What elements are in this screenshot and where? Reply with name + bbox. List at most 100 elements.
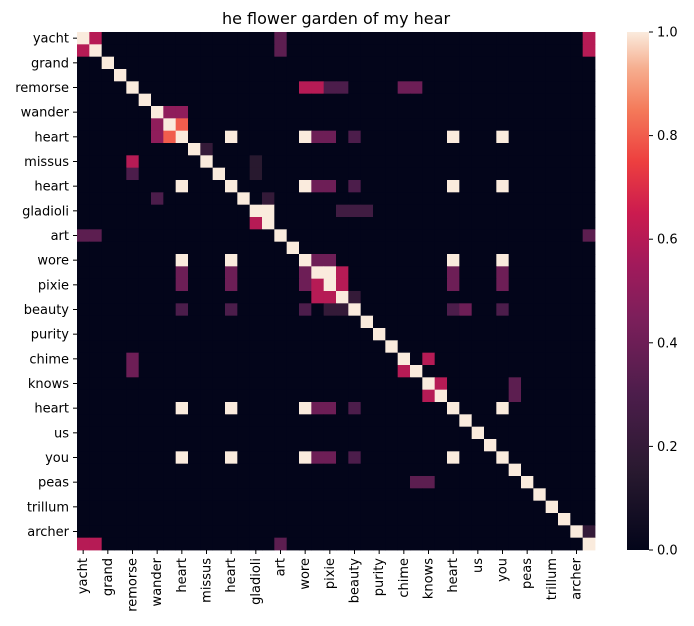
heatmap-cell [471, 513, 485, 526]
heatmap-cell [397, 513, 411, 526]
heatmap-cell [262, 278, 275, 292]
heatmap-cell [274, 56, 288, 70]
heatmap-cell [237, 143, 251, 156]
heatmap-cell [323, 180, 337, 193]
heatmap-cell [558, 241, 571, 255]
heatmap-cell [558, 56, 571, 70]
heatmap-cell [126, 217, 140, 230]
heatmap-cell [484, 81, 497, 95]
heatmap-cell [138, 204, 152, 218]
heatmap-cell [138, 439, 152, 452]
heatmap-cell [496, 352, 510, 366]
heatmap-cell [422, 402, 436, 415]
heatmap-cell [212, 143, 226, 156]
heatmap-cell [508, 414, 522, 428]
heatmap-cell [533, 167, 547, 181]
heatmap-cell [286, 130, 300, 144]
y-tick-label: wore [37, 254, 69, 269]
heatmap-cell [434, 352, 448, 366]
heatmap-cell [323, 488, 337, 502]
heatmap-cell [521, 241, 534, 255]
heatmap-cell [385, 291, 399, 304]
heatmap-cell [410, 106, 423, 119]
heatmap-cell [570, 377, 584, 391]
heatmap-cell [188, 488, 201, 502]
heatmap-cell [484, 32, 497, 45]
heatmap-cell [101, 192, 115, 206]
heatmap-cell [447, 488, 460, 502]
heatmap-cell [385, 81, 399, 95]
heatmap-cell [348, 352, 362, 366]
heatmap-cell [101, 180, 115, 193]
heatmap-cell [237, 155, 251, 169]
heatmap-cell [397, 266, 411, 280]
heatmap-cell [521, 525, 534, 539]
heatmap-cell [101, 352, 115, 366]
heatmap-cell [508, 155, 522, 169]
heatmap-cell [582, 426, 596, 440]
heatmap-cell [422, 180, 436, 193]
heatmap-cell [434, 426, 448, 440]
heatmap-cell [582, 241, 596, 255]
heatmap-cell [434, 476, 448, 489]
heatmap-cell [422, 106, 436, 119]
colorbar-tick-label: 0.4 [657, 336, 678, 351]
heatmap-cell [508, 118, 522, 132]
heatmap-cell [348, 488, 362, 502]
heatmap-cell [533, 192, 547, 206]
heatmap-cell [336, 143, 349, 156]
heatmap-cell [274, 254, 288, 267]
heatmap-cell [570, 525, 584, 539]
heatmap-cell [447, 291, 460, 304]
heatmap-cell [521, 93, 534, 107]
heatmap-cell [533, 130, 547, 144]
heatmap-cell [558, 130, 571, 144]
heatmap-cell [274, 106, 288, 119]
heatmap-cell [249, 389, 263, 403]
heatmap-cell [570, 81, 584, 95]
heatmap-cell [434, 278, 448, 292]
heatmap-cell [249, 525, 263, 539]
heatmap-cell [533, 402, 547, 415]
heatmap-cell [558, 143, 571, 156]
heatmap-cell [533, 365, 547, 378]
heatmap-cell [459, 56, 473, 70]
heatmap-cell [434, 229, 448, 243]
heatmap-cell [188, 402, 201, 415]
heatmap-cell [77, 143, 90, 156]
heatmap-cell [348, 155, 362, 169]
heatmap-cell [348, 426, 362, 440]
heatmap-cell [212, 352, 226, 366]
heatmap-cell [570, 303, 584, 317]
heatmap-cell [323, 229, 337, 243]
heatmap-cell [360, 303, 374, 317]
heatmap-cell [447, 93, 460, 107]
heatmap-cell [274, 155, 288, 169]
heatmap-cell [545, 266, 559, 280]
heatmap-cell [323, 451, 337, 465]
heatmap-cell [311, 204, 325, 218]
heatmap-cell [77, 500, 90, 514]
heatmap-cell [225, 352, 238, 366]
heatmap-cell [558, 451, 571, 465]
heatmap-cell [447, 315, 460, 329]
heatmap-cell [570, 56, 584, 70]
heatmap-cell [410, 278, 423, 292]
heatmap-cell [299, 56, 312, 70]
x-tick-label: heart [175, 558, 190, 593]
heatmap-cell [397, 537, 411, 551]
heatmap-cell [126, 328, 140, 341]
heatmap-cell [336, 414, 349, 428]
heatmap-cell [89, 328, 103, 341]
heatmap-cell [188, 155, 201, 169]
heatmap-cell [582, 56, 596, 70]
heatmap-cell [200, 291, 214, 304]
heatmap-cell [311, 463, 325, 477]
heatmap-cell [533, 525, 547, 539]
heatmap-cell [385, 217, 399, 230]
heatmap-cell [138, 414, 152, 428]
heatmap-cell [151, 377, 164, 391]
heatmap-cell [558, 513, 571, 526]
heatmap-cell [410, 340, 423, 354]
heatmap-cell [163, 377, 177, 391]
